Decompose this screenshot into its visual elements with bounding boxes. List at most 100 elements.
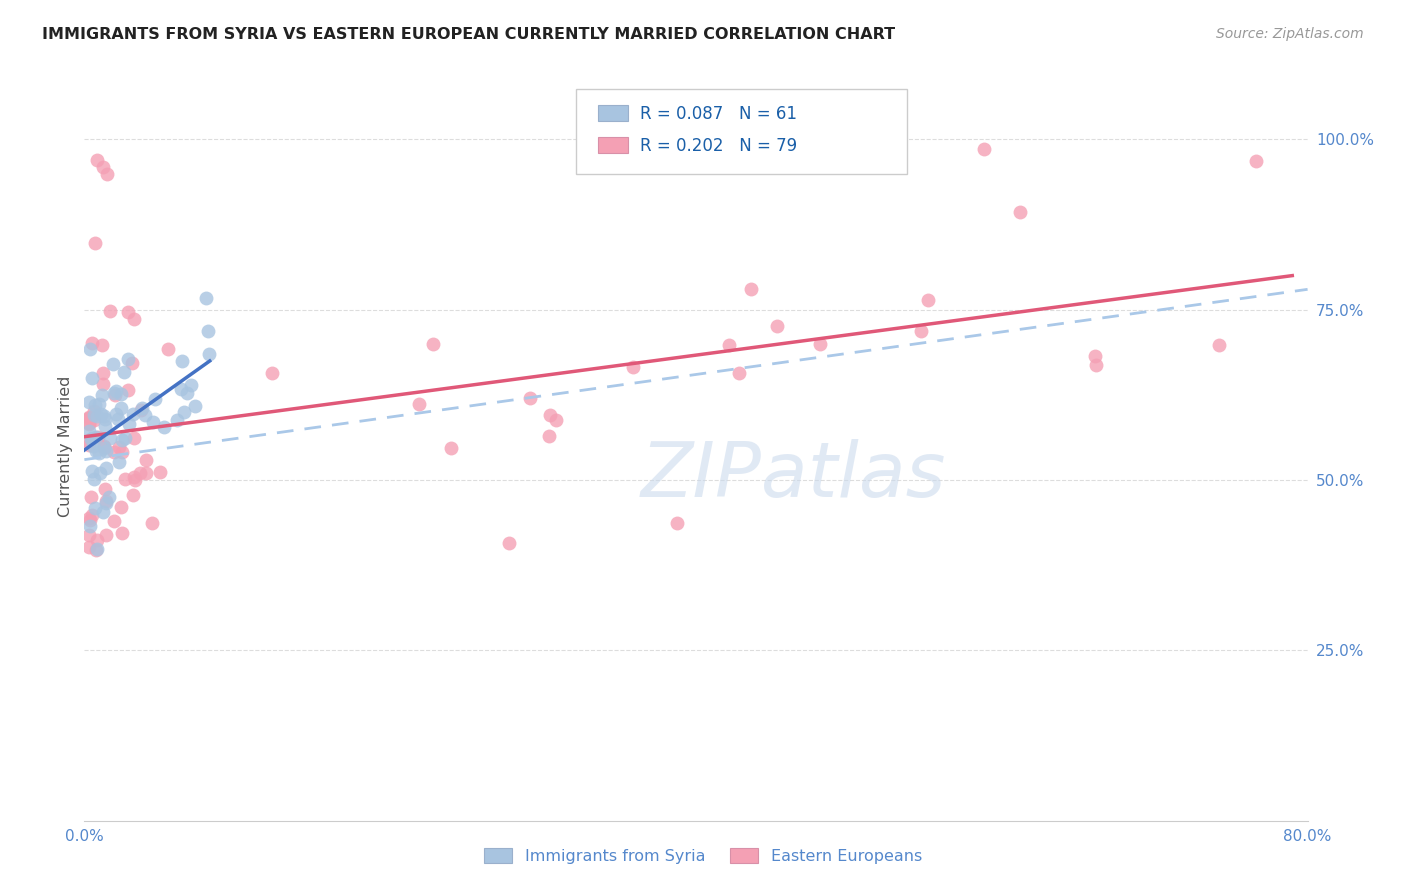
Point xyxy=(498,536,520,550)
Point xyxy=(86,533,108,547)
Point xyxy=(93,441,115,455)
Point xyxy=(101,357,124,371)
Point xyxy=(110,445,132,459)
Point xyxy=(94,461,117,475)
Point xyxy=(110,401,132,415)
Point xyxy=(91,338,114,352)
Text: R = 0.087   N = 61: R = 0.087 N = 61 xyxy=(640,105,797,123)
Y-axis label: Currently Married: Currently Married xyxy=(58,376,73,516)
Point xyxy=(408,397,430,411)
Point xyxy=(90,407,112,421)
Point xyxy=(84,444,107,458)
Point xyxy=(79,394,101,409)
Point xyxy=(728,366,751,380)
Legend: Immigrants from Syria, Eastern Europeans: Immigrants from Syria, Eastern Europeans xyxy=(477,842,929,871)
Point xyxy=(538,429,561,443)
Point xyxy=(917,293,939,308)
Point xyxy=(77,438,100,452)
Point xyxy=(79,342,101,356)
Point xyxy=(122,431,145,445)
Point xyxy=(110,387,132,401)
Text: Source: ZipAtlas.com: Source: ZipAtlas.com xyxy=(1216,27,1364,41)
Point xyxy=(143,392,166,407)
Point xyxy=(422,337,444,351)
Point xyxy=(82,439,104,453)
Point xyxy=(176,386,198,401)
Point xyxy=(117,384,139,398)
Point xyxy=(666,516,689,531)
Point xyxy=(80,508,103,522)
Point xyxy=(112,366,135,380)
Point xyxy=(540,408,562,422)
Point xyxy=(195,291,218,305)
Point xyxy=(89,466,111,480)
Point xyxy=(173,405,195,419)
Point xyxy=(1246,153,1268,168)
Point xyxy=(83,472,105,486)
Point xyxy=(122,311,145,326)
Point xyxy=(621,359,644,374)
Point xyxy=(91,367,114,381)
Point xyxy=(91,388,114,402)
Point xyxy=(110,500,132,515)
Point xyxy=(86,409,108,424)
Point xyxy=(142,415,165,429)
Point xyxy=(87,430,110,444)
Point xyxy=(94,496,117,510)
Point xyxy=(166,413,188,427)
Point xyxy=(94,494,117,508)
Point xyxy=(84,542,107,557)
Point xyxy=(84,398,107,412)
Point xyxy=(544,413,567,427)
Point xyxy=(82,463,104,477)
Point xyxy=(77,416,100,430)
Point xyxy=(157,342,180,356)
Point xyxy=(82,371,104,385)
Point xyxy=(910,324,932,338)
Point xyxy=(107,412,129,426)
Point xyxy=(1084,359,1107,373)
Point xyxy=(131,401,153,415)
Point xyxy=(519,392,541,406)
Point xyxy=(117,305,139,319)
Text: R = 0.202   N = 79: R = 0.202 N = 79 xyxy=(640,137,797,155)
Point xyxy=(84,429,107,443)
Point xyxy=(79,435,101,450)
Point xyxy=(440,441,463,455)
Point xyxy=(94,482,117,496)
Point xyxy=(114,431,136,445)
Point xyxy=(107,455,129,469)
Point xyxy=(810,337,832,351)
Point xyxy=(110,525,132,540)
Point xyxy=(86,153,108,167)
Point xyxy=(103,514,125,528)
Point xyxy=(80,490,103,504)
Point xyxy=(1008,204,1031,219)
Point xyxy=(77,409,100,424)
Point xyxy=(262,367,284,381)
Point xyxy=(83,413,105,427)
Point xyxy=(108,440,131,454)
Point xyxy=(94,527,117,541)
Point xyxy=(87,397,110,411)
Point xyxy=(135,453,157,467)
Point xyxy=(80,432,103,446)
Point xyxy=(1084,349,1107,363)
Point xyxy=(91,377,114,392)
Text: IMMIGRANTS FROM SYRIA VS EASTERN EUROPEAN CURRENTLY MARRIED CORRELATION CHART: IMMIGRANTS FROM SYRIA VS EASTERN EUROPEA… xyxy=(42,27,896,42)
Point xyxy=(114,472,136,486)
Point xyxy=(77,424,100,438)
Point xyxy=(170,382,193,396)
Point xyxy=(83,404,105,418)
Point xyxy=(93,439,115,453)
Point xyxy=(172,353,194,368)
Point xyxy=(80,336,103,351)
Point xyxy=(129,467,152,481)
Point xyxy=(94,412,117,426)
Point xyxy=(97,490,120,504)
Point xyxy=(77,417,100,431)
Point xyxy=(91,505,114,519)
Point xyxy=(79,518,101,533)
Point xyxy=(77,510,100,524)
Text: ZIPatlas: ZIPatlas xyxy=(641,439,946,513)
